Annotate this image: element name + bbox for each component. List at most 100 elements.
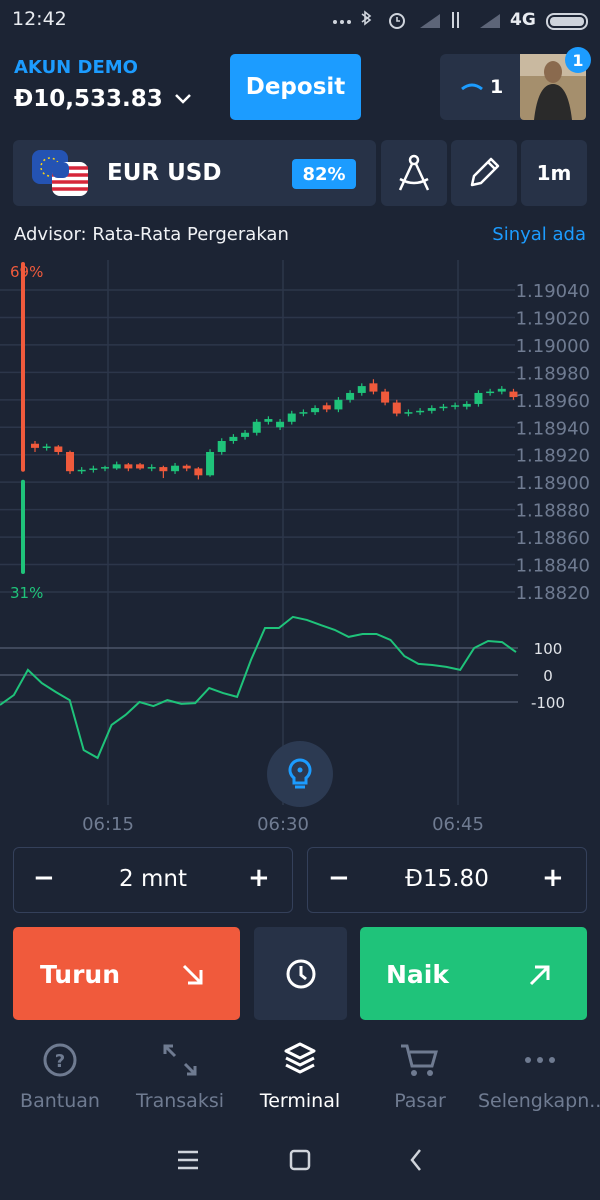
osc-line [0,615,517,760]
price-tick-label: 1.18840 [516,556,590,577]
status-time: 12:42 [12,8,67,30]
candle-body [392,402,401,414]
svg-text:?: ? [55,1051,65,1072]
balance[interactable]: Đ10,533.83 [14,86,163,112]
candle-body [451,405,460,407]
candle-body [357,386,366,393]
sentiment-down-bar [21,262,25,472]
candle-body [171,465,180,472]
candle-body [299,412,308,414]
advisor-bulb[interactable] [266,740,334,808]
candle-body [381,391,390,403]
candle-body [77,469,86,472]
duration-minus[interactable]: − [33,863,55,893]
candle-body [206,451,215,476]
duration-plus[interactable]: + [248,863,270,893]
price-tick-label: 1.18940 [516,418,590,439]
status-network: 4G [510,10,536,30]
price-tick-label: 1.18960 [516,391,590,412]
candle-body [252,421,261,433]
candle-body [486,391,495,394]
candle-body [124,464,133,469]
down-label: Turun [40,960,121,989]
candle-body [427,408,436,411]
price-tick-label: 1.19000 [516,336,590,357]
candle-body [416,410,425,413]
chart-area: 06:15 06:30 06:45 1.19040 1.19020 1.19000 1.18… [0,260,590,835]
nav-trades[interactable]: Transaksi [135,1090,225,1112]
candle-body [311,408,320,413]
trades-icon [461,83,483,91]
price-tick-label: 1.19020 [516,308,590,329]
amount-value[interactable]: Đ15.80 [405,866,489,892]
price-tick-label: 1.18880 [516,501,590,522]
sentiment-up-bar [21,479,25,574]
drawing-button[interactable] [451,140,517,206]
candle-body [101,467,110,469]
payout-badge: 82% [292,159,356,189]
candle-body [334,399,343,410]
candle-body [322,405,331,410]
time-tick-label: 06:45 [432,814,484,835]
sentiment-down-label: 69% [10,263,43,281]
advisor-label: Advisor: Rata-Rata Pergerakan [14,224,289,245]
nav-more[interactable]: Selengkapn... [478,1090,600,1112]
nav-terminal[interactable]: Terminal [259,1090,341,1112]
candle-body [264,419,273,422]
candle-body [439,406,448,409]
indicators-button[interactable] [381,140,447,206]
nav-help[interactable]: Bantuan [20,1090,100,1112]
nav-icons: ? [43,1042,555,1077]
candle-body [66,451,75,472]
advisor-signal[interactable]: Sinyal ada [492,224,586,245]
duration-value[interactable]: 2 mnt [119,866,187,892]
pair-flags [32,150,88,196]
amount-plus[interactable]: + [542,863,564,893]
candle-body [54,446,63,452]
price-tick-label: 1.18920 [516,446,590,467]
candle-body [287,413,296,422]
candle-body [346,392,355,400]
price-tick-label: 1.19040 [516,281,590,302]
candle-body [31,443,39,448]
amount-minus[interactable]: − [328,863,350,893]
pencil-icon [470,157,500,187]
up-arrow [529,965,550,986]
status-icons [333,10,588,30]
osc-tick-label: 0 [543,667,553,685]
candle-body [136,464,145,469]
candle-body [474,392,483,404]
system-nav [178,1149,421,1171]
price-tick-label: 1.18820 [516,583,590,604]
account-label: AKUN DEMO [14,57,138,78]
notification-badge: 1 [565,47,591,73]
balance-dropdown[interactable] [173,92,193,106]
deposit-button[interactable]: Deposit [230,54,361,120]
candle-body [89,468,98,470]
duration-control [13,847,293,913]
candle-body [182,465,191,469]
candle-body [147,467,156,469]
candle-body [497,388,506,392]
nav-market[interactable]: Pasar [394,1090,446,1112]
candle-body [241,432,250,437]
osc-tick-label: 100 [534,640,563,658]
timeframe-button[interactable]: 1m [521,140,587,206]
price-tick-label: 1.18860 [516,528,590,549]
price-tick-label: 1.18900 [516,473,590,494]
candle-body [369,383,378,392]
candle-body [462,403,471,407]
candle-body [42,446,51,448]
down-arrow [182,964,203,985]
up-label: Naik [386,960,449,989]
candle-body [217,441,226,452]
compass-icon [398,154,430,191]
candle-body [404,412,413,414]
sentiment-up-label: 31% [10,584,43,602]
candle-body [276,421,285,428]
candle-body [509,391,518,398]
candle-body [194,468,203,476]
osc-tick-label: -100 [531,694,565,712]
clock-icon [286,959,316,989]
